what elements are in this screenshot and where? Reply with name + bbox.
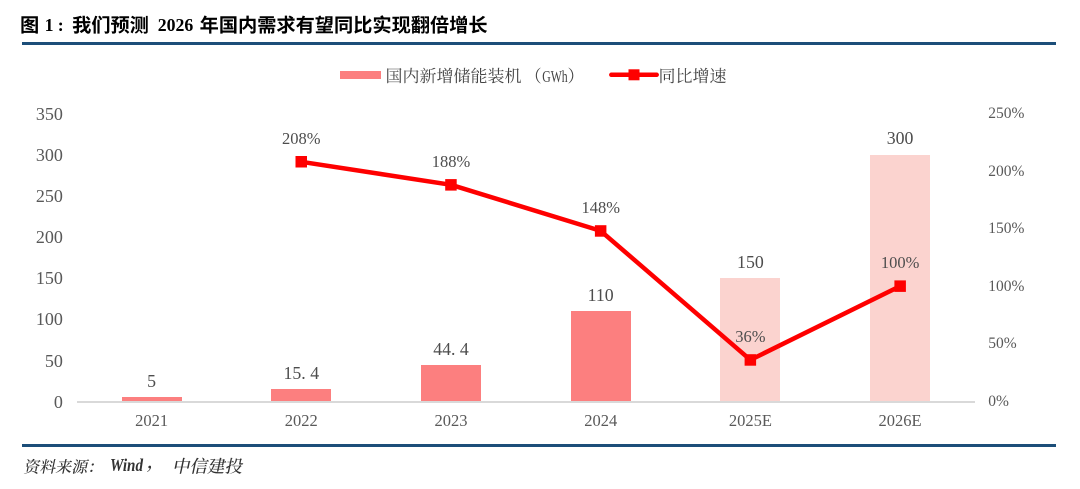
svg-text::: : <box>58 15 64 35</box>
svg-text:Wind: Wind <box>110 455 143 475</box>
svg-text:2026: 2026 <box>158 15 194 35</box>
svg-text:GWh: GWh <box>542 67 568 86</box>
svg-text:1: 1 <box>45 15 54 35</box>
